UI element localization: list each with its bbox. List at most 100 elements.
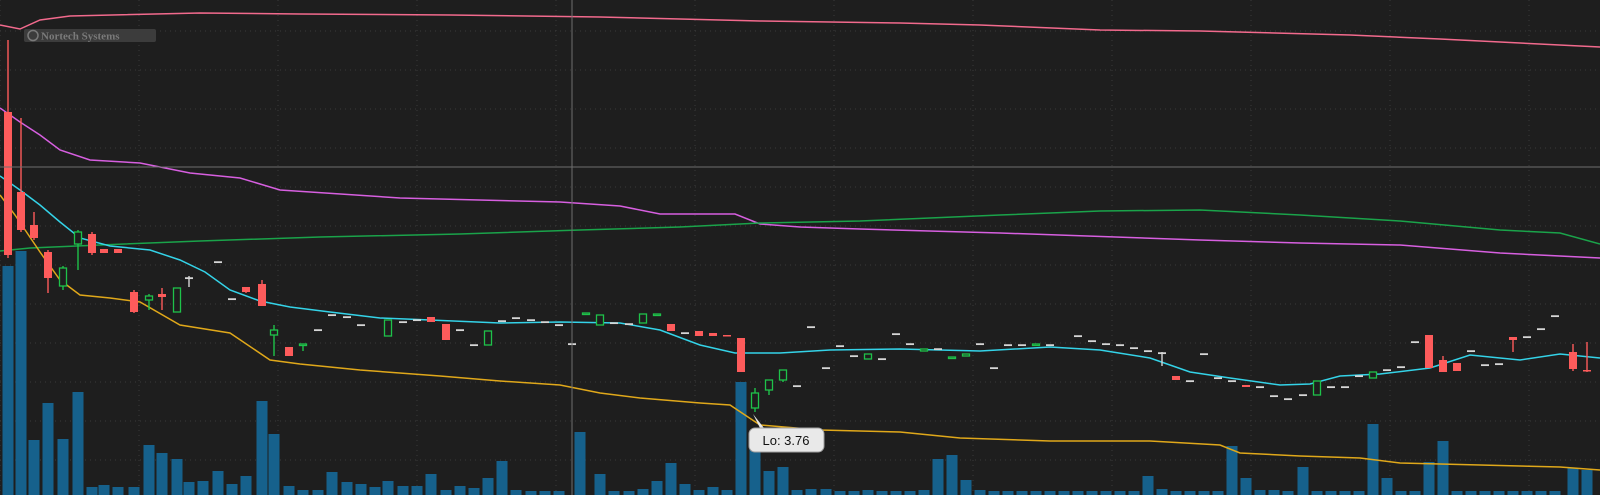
candle-body [807, 326, 815, 329]
candle-body [1130, 347, 1138, 350]
volume-bar [749, 443, 761, 495]
volume-bar [904, 491, 916, 495]
candle-body [258, 284, 266, 306]
volume-bar [183, 482, 195, 495]
volume-bar [143, 445, 155, 495]
volume-bar [1479, 491, 1491, 495]
volume-bar [679, 484, 691, 495]
watermark-box [24, 29, 156, 42]
candle-body [1031, 343, 1041, 347]
volume-bar [454, 486, 466, 495]
candle-body [1018, 344, 1026, 347]
candle-body [822, 367, 830, 370]
candle-body [610, 322, 618, 325]
candle-body [892, 333, 900, 336]
volume-bar [735, 382, 747, 495]
volume-bar [1142, 476, 1154, 495]
volume-bar [57, 439, 69, 495]
candle-body [73, 231, 83, 245]
volume-bar [820, 489, 832, 495]
volume-bar [805, 489, 817, 495]
callout-box [748, 427, 825, 453]
volume-bar [468, 488, 480, 495]
candle-body [17, 192, 25, 230]
volume-bar [1409, 491, 1421, 495]
volume-bar [1423, 462, 1435, 495]
volume-bar [86, 487, 98, 495]
volume-bar [1184, 491, 1196, 495]
watermark-text: Nortech Systems [41, 31, 120, 43]
volume-bar [1002, 491, 1014, 495]
line-short-ma [0, 175, 1600, 386]
volume-bar [1100, 491, 1112, 495]
candle-body [298, 343, 308, 347]
volume-bar [128, 487, 140, 495]
candle-body [44, 252, 52, 278]
volume-bar [1381, 478, 1393, 495]
volume-bar [283, 486, 295, 495]
candle-body [4, 112, 12, 255]
volume-bar [42, 403, 54, 495]
candle-body [947, 356, 957, 360]
candle-body [1074, 335, 1082, 338]
candle-body [58, 267, 68, 287]
candles [4, 40, 1591, 412]
volume-bar [98, 485, 110, 495]
volume-bar [156, 453, 168, 495]
volume-bar [525, 491, 537, 495]
volume-bar [1521, 491, 1533, 495]
volume-bar [946, 455, 958, 495]
volume-bar [1086, 491, 1098, 495]
candle-body [581, 312, 591, 316]
volume-bar [1493, 491, 1505, 495]
volume-bar [297, 490, 309, 495]
candle-body [878, 358, 886, 361]
candle-body [172, 287, 182, 313]
volume-bar [1465, 491, 1477, 495]
candle-body [555, 324, 563, 327]
volume-bar [341, 482, 353, 495]
candle-body [961, 353, 971, 357]
candle-body [1312, 380, 1322, 396]
candle-body [1158, 352, 1166, 355]
volume-bar [1339, 491, 1351, 495]
candle-body [114, 249, 122, 253]
candle-body [850, 355, 858, 358]
volume-bar [1114, 491, 1126, 495]
candle-body [144, 295, 154, 301]
volume-bar [1581, 470, 1593, 495]
candle-body [413, 319, 421, 322]
volume-bar [1268, 490, 1280, 495]
candle-body [357, 324, 365, 327]
candle-body [512, 317, 520, 320]
indicator-lines [0, 12, 1600, 471]
candle-body [1327, 386, 1335, 389]
candle-body [750, 392, 760, 409]
volume-bar [425, 474, 437, 495]
candle-body [483, 330, 493, 346]
candle-body [1569, 352, 1577, 369]
volume-bar [2, 266, 14, 495]
volume-bar [326, 472, 338, 495]
low-callout: Lo: 3.76 [748, 414, 825, 453]
volume-bar [651, 481, 663, 495]
volume-bar [112, 487, 124, 495]
candle-body [1046, 344, 1054, 347]
volume-bar [1198, 491, 1210, 495]
volume-bar [268, 434, 280, 495]
candle-body [681, 332, 689, 335]
candle-body [541, 321, 549, 324]
candle-body [695, 331, 703, 336]
candle-body [1425, 335, 1433, 368]
candle-body [88, 234, 96, 253]
volume-bar [1567, 468, 1579, 495]
candle-body [1368, 371, 1378, 379]
volume-bar [763, 471, 775, 495]
candle-body [976, 343, 984, 346]
candle-body [778, 369, 788, 381]
candle-body [242, 287, 250, 292]
candle-body [906, 343, 914, 346]
volume-bar [1030, 491, 1042, 495]
